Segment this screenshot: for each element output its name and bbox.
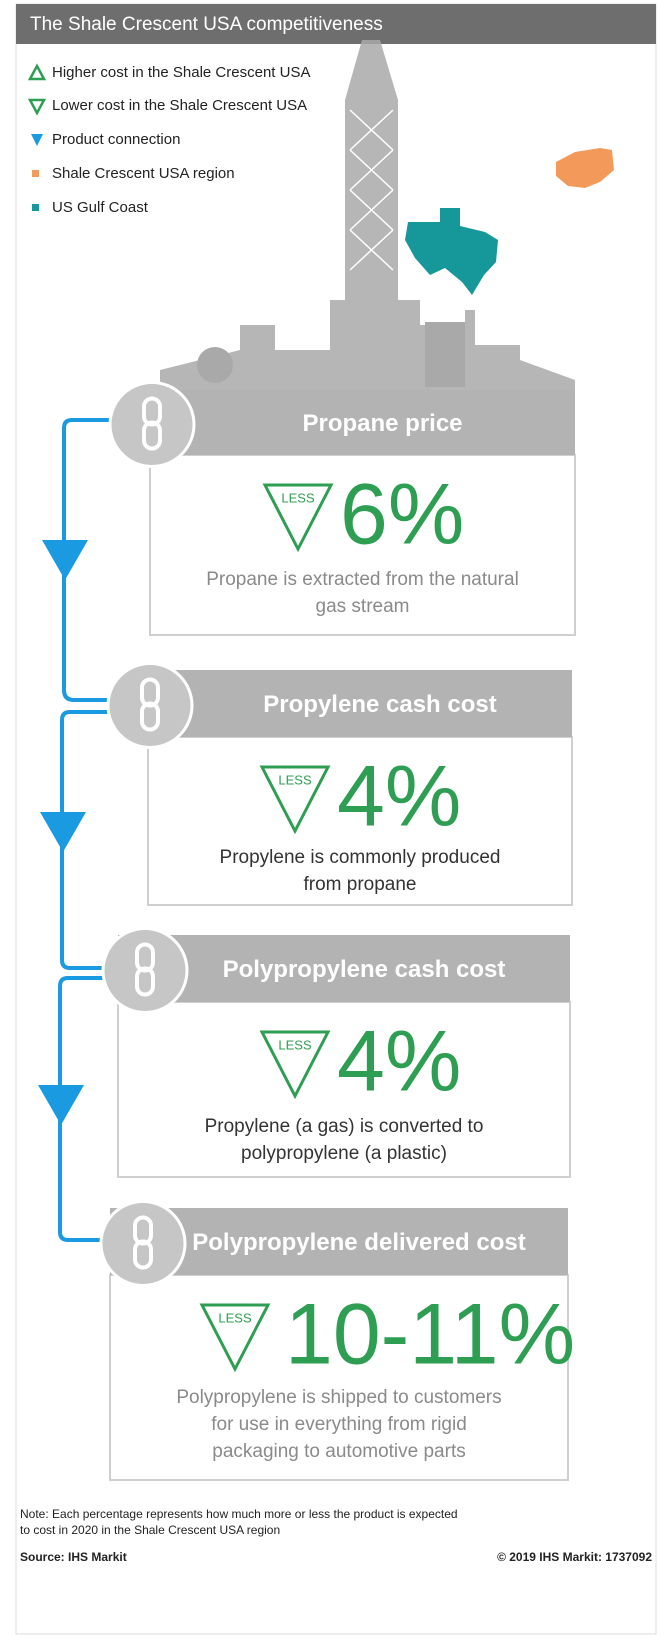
legend-icon-connection bbox=[31, 134, 43, 146]
header-title: The Shale Crescent USA competitiveness bbox=[30, 14, 383, 35]
step-description: packaging to automotive parts bbox=[212, 1441, 466, 1462]
legend-label: Product connection bbox=[52, 131, 180, 148]
step-value: 4% bbox=[337, 1014, 461, 1110]
legend-icon-higher bbox=[27, 63, 47, 81]
steps: Propane price LESS 6% Propane is extracted … bbox=[99, 381, 576, 1481]
step-card bbox=[117, 1001, 571, 1178]
step-description: Propylene (a gas) is converted to bbox=[205, 1116, 484, 1137]
step-header bbox=[118, 935, 570, 1002]
step-description: Propylene is commonly produced bbox=[220, 847, 501, 868]
chain-link bbox=[142, 420, 162, 451]
step-description: gas stream bbox=[316, 596, 410, 617]
connection-arrow bbox=[38, 1085, 84, 1125]
chain-link bbox=[135, 966, 155, 997]
step-value: 6% bbox=[340, 467, 464, 563]
less-badge: LESS bbox=[278, 772, 312, 787]
less-badge: LESS bbox=[278, 1037, 312, 1052]
legend-label: Higher cost in the Shale Crescent USA bbox=[52, 64, 310, 81]
step-title: Polypropylene cash cost bbox=[223, 956, 506, 983]
chain-link bbox=[140, 701, 160, 732]
note-line: to cost in 2020 in the Shale Crescent US… bbox=[20, 1523, 280, 1537]
step-card bbox=[149, 454, 576, 636]
step-card bbox=[147, 736, 573, 906]
derrick-lattice bbox=[349, 109, 394, 271]
source: Source: IHS Markit bbox=[20, 1550, 127, 1564]
less-triangle bbox=[199, 1303, 271, 1373]
header-bar bbox=[16, 4, 656, 44]
less-triangle bbox=[262, 483, 334, 553]
step-description: Polypropylene is shipped to customers bbox=[176, 1387, 501, 1408]
step-description: polypropylene (a plastic) bbox=[241, 1143, 447, 1164]
shale-region-map bbox=[556, 148, 614, 188]
step-description: Propane is extracted from the natural bbox=[206, 569, 519, 590]
connection-arrow bbox=[42, 540, 88, 580]
step-description: for use in everything from rigid bbox=[211, 1414, 467, 1435]
less-triangle bbox=[259, 765, 331, 835]
step-header bbox=[148, 670, 572, 737]
less-triangle bbox=[259, 1030, 331, 1100]
less-badge: LESS bbox=[218, 1310, 252, 1325]
skyline bbox=[160, 40, 575, 392]
copyright: © 2019 IHS Markit: 1737092 bbox=[497, 1550, 652, 1564]
texas-map bbox=[405, 208, 498, 295]
step-title: Propylene cash cost bbox=[263, 691, 496, 718]
step-header bbox=[150, 390, 575, 455]
connection-arrow bbox=[40, 812, 86, 852]
legend-label: Shale Crescent USA region bbox=[52, 165, 235, 182]
step-value: 10-11% bbox=[285, 1287, 575, 1383]
legend-label: Lower cost in the Shale Crescent USA bbox=[52, 97, 307, 114]
legend-icon-shale bbox=[32, 170, 39, 177]
step-description: from propane bbox=[303, 874, 416, 895]
step-value: 4% bbox=[337, 749, 461, 845]
step-title: Propane price bbox=[302, 410, 462, 437]
legend-label: US Gulf Coast bbox=[52, 199, 149, 216]
step-card bbox=[109, 1274, 569, 1481]
chain-link bbox=[133, 1239, 153, 1270]
legend-icon-gulf bbox=[32, 204, 39, 211]
less-badge: LESS bbox=[281, 490, 315, 505]
legend-icon-lower bbox=[27, 98, 47, 116]
step-title: Polypropylene delivered cost bbox=[192, 1229, 525, 1256]
note-line: Note: Each percentage represents how muc… bbox=[20, 1507, 458, 1521]
